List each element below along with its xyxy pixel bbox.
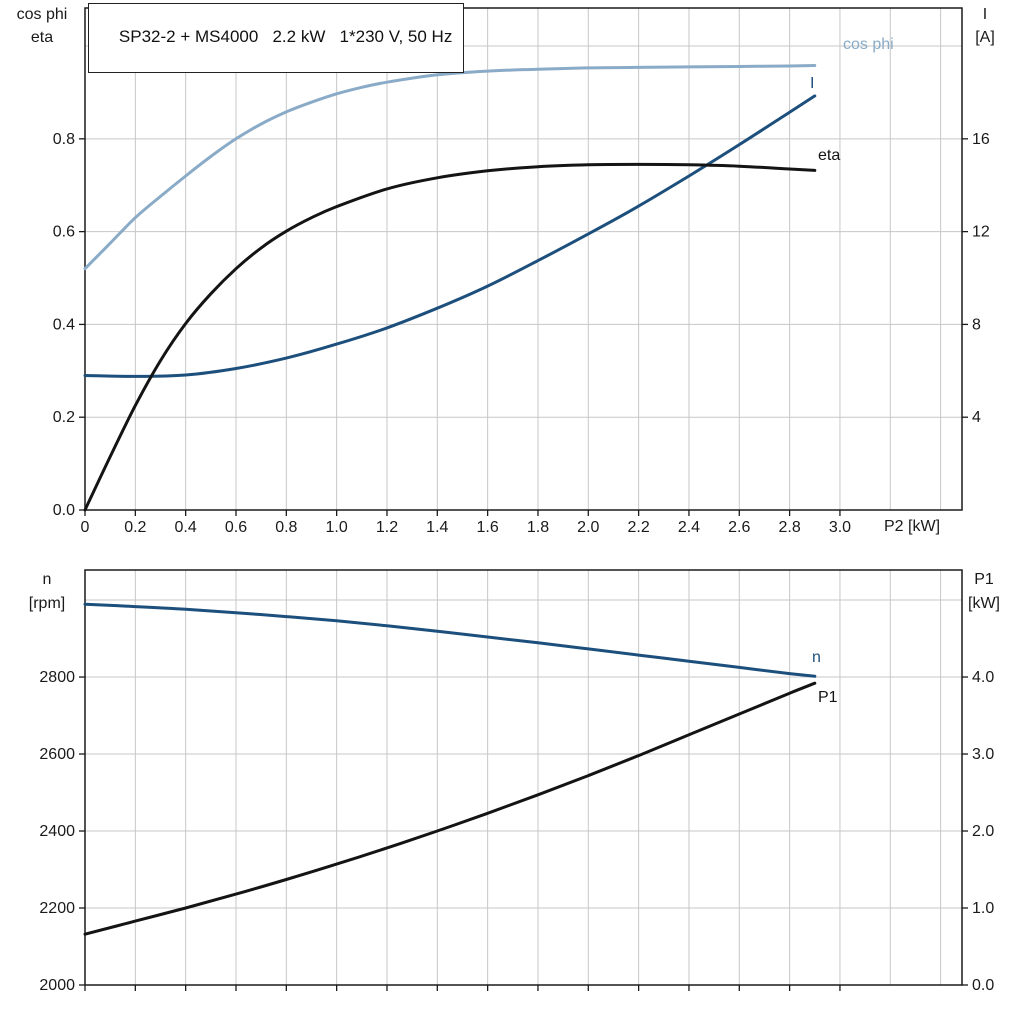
chart-0: 0 0.2 0.4 0.6 0.8 1.0 1.2 1.4 1.6 1.8 2.0 2.2 2.4 2.6… [17,6,995,536]
left-tick-label: 0.4 [53,316,75,333]
curve-label-n: n [812,649,821,666]
x-tick-label: 0.4 [175,519,197,536]
plot-frame [84,7,963,511]
x-tick-label: 1.4 [426,519,448,536]
right-axis-header: I [983,6,987,23]
x-tick-label: 3.0 [829,519,851,536]
left-tick-label: 0.0 [53,502,75,519]
right-tick-label: 16 [972,131,990,148]
right-tick-label: 4 [972,409,981,426]
right-axis-header: [A] [975,29,995,46]
chart-title-box: SP32-2 + MS4000 2.2 kW 1*230 V, 50 Hz [88,3,465,73]
x-tick-label: 1.0 [326,519,348,536]
right-tick-label: 12 [972,224,990,241]
right-tick-label: 8 [972,316,981,333]
plot-frame [84,569,963,986]
curve-label-cos-phi: cos phi [843,36,894,53]
left-axis-header: n [43,571,52,588]
left-axis-header: [rpm] [29,595,65,612]
x-tick-label: 2.8 [778,519,800,536]
left-tick-label: 2600 [39,746,75,763]
left-tick-label: 0.8 [53,131,75,148]
chart-title: SP32-2 + MS4000 2.2 kW 1*230 V, 50 Hz [118,27,453,46]
x-tick-label: 1.6 [477,519,499,536]
right-axis-header: P1 [974,571,994,588]
left-tick-label: 0.6 [53,224,75,241]
curve-p1 [83,681,817,936]
x-axis-label: P2 [kW] [884,518,940,535]
left-tick-label: 2000 [39,977,75,994]
x-tick-label: 0.8 [275,519,297,536]
right-tick-label: 1.0 [972,900,994,917]
right-tick-label: 4.0 [972,669,994,686]
curve-label-eta: eta [818,147,840,164]
left-tick-label: 2200 [39,900,75,917]
curve-cos-phi [83,64,817,271]
x-tick-label: 2.6 [728,519,750,536]
x-tick-label: 2.4 [678,519,700,536]
right-tick-label: 0.0 [972,977,994,994]
x-tick-label: 1.8 [527,519,549,536]
x-tick-label: 0 [81,519,90,536]
left-axis-header: eta [31,29,53,46]
left-axis-header: cos phi [17,6,68,23]
x-tick-label: 0.2 [124,519,146,536]
x-tick-label: 1.2 [376,519,398,536]
curve-eta [83,162,817,512]
right-axis-header: [kW] [968,595,1000,612]
x-tick-label: 0.6 [225,519,247,536]
left-tick-label: 2800 [39,669,75,686]
chart-1: 2000 2200 2400 2600 2800 0.0 1.0 2.0 3.0 4.0 n [rpm… [29,569,1000,994]
left-tick-label: 0.2 [53,409,75,426]
left-tick-label: 2400 [39,823,75,840]
curve-n [83,602,817,678]
curve-i [83,94,817,378]
x-tick-label: 2.0 [577,519,599,536]
right-tick-label: 2.0 [972,823,994,840]
x-tick-label: 2.2 [628,519,650,536]
right-tick-label: 3.0 [972,746,994,763]
curve-label-p1: P1 [818,689,838,706]
curve-label-i: I [810,75,814,92]
